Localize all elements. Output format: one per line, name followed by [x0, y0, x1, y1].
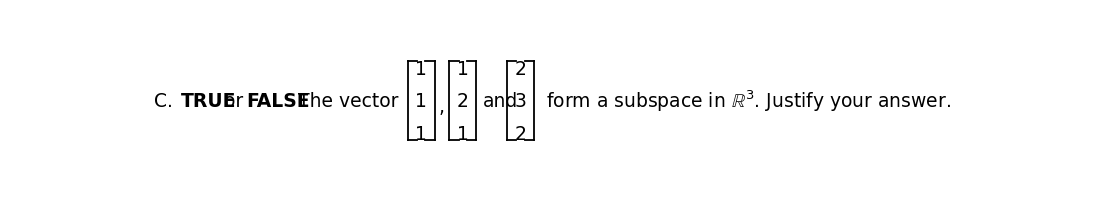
Text: form a subspace in $\mathbb{R}^3$. Justify your answer.: form a subspace in $\mathbb{R}^3$. Justi… — [545, 88, 951, 114]
Text: 2: 2 — [515, 59, 527, 78]
Text: C.: C. — [153, 92, 173, 110]
Text: 3: 3 — [515, 92, 527, 110]
Text: 2: 2 — [515, 124, 527, 143]
Text: and: and — [483, 92, 518, 110]
Text: ,: , — [438, 98, 444, 117]
Text: 2: 2 — [457, 92, 469, 110]
Text: 1: 1 — [457, 124, 469, 143]
Text: 1: 1 — [415, 124, 427, 143]
Text: 1: 1 — [457, 59, 469, 78]
Text: or: or — [224, 92, 243, 110]
Text: 1: 1 — [415, 59, 427, 78]
Text: The vector: The vector — [298, 92, 399, 110]
Text: 1: 1 — [415, 92, 427, 110]
Text: FALSE: FALSE — [247, 92, 310, 110]
Text: TRUE: TRUE — [180, 92, 236, 110]
